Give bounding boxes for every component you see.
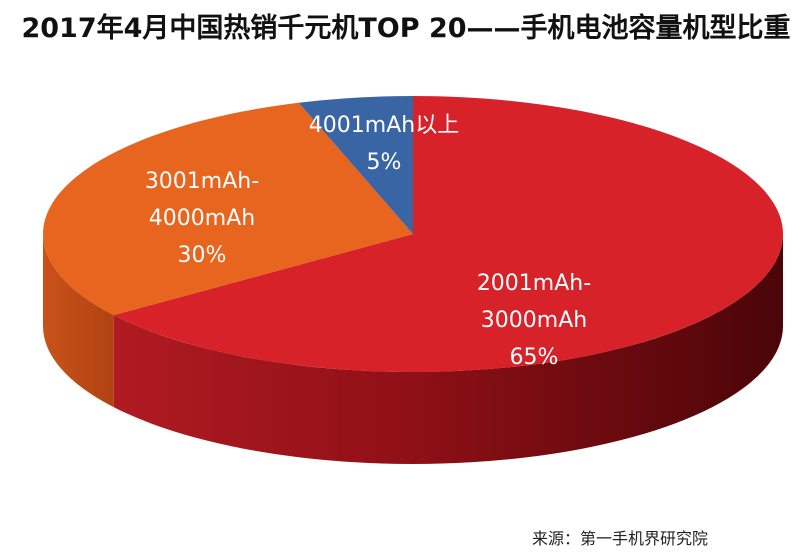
pie-labels: 2001mAh-3000mAh 65% 3001mAh-4000mAh 30% 4001… (145, 113, 591, 370)
pie-label-1: 2001mAh-3000mAh 65% (477, 271, 591, 370)
pie-top-slices (42, 96, 783, 372)
pie-label-2: 3001mAh-4000mAh 30% (145, 169, 259, 268)
pie-slice-2 (42, 102, 413, 316)
source-note: 来源：第一手机界研究院 (531, 529, 708, 548)
pie-label-3: 4001mAh以上 5% (309, 113, 459, 175)
pie-side-1 (113, 234, 784, 464)
pie-slice-3 (298, 96, 413, 234)
pie-slice-1 (113, 96, 783, 372)
chart-title: 2017年4月中国热销千元机TOP 20——手机电池容量机型比重 (21, 13, 791, 44)
pie-side-walls (43, 234, 784, 464)
pie-side-2 (43, 234, 114, 408)
